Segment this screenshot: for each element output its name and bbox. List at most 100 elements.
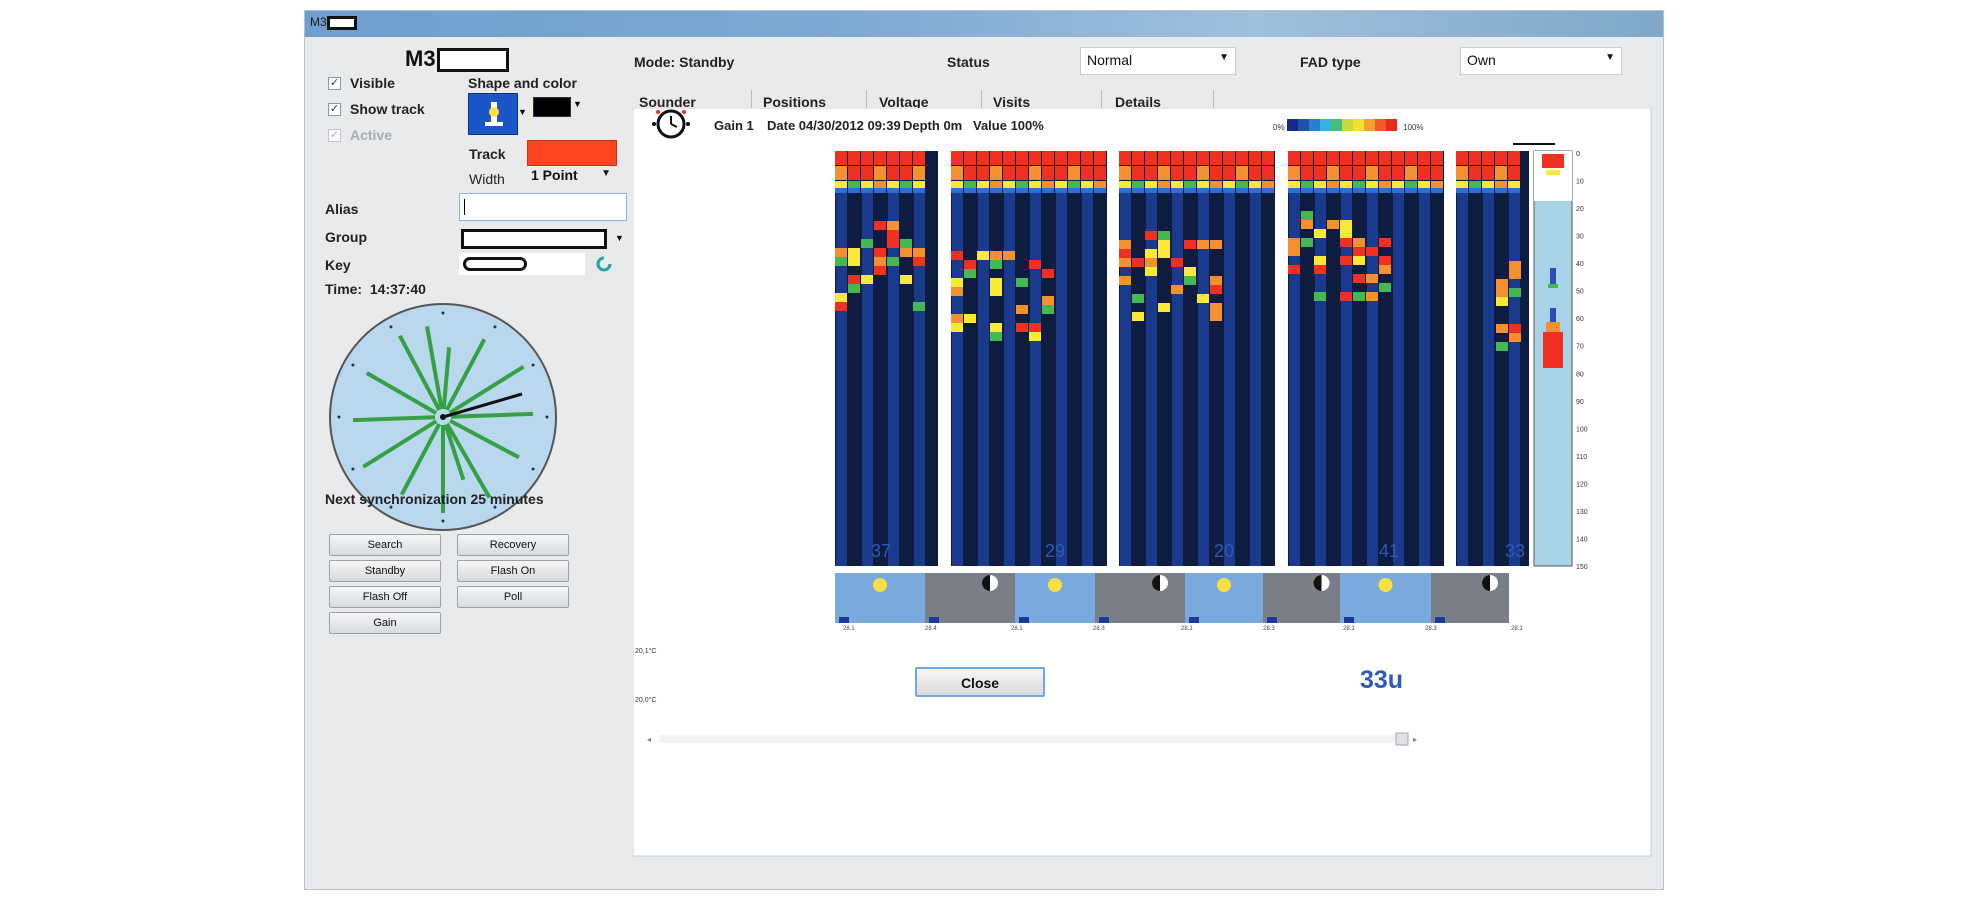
- depth-axis: 0 10 20 30 40 50 60 70 80 90 100 110 120 130 140 150: [1576, 151, 1588, 571]
- surface-cell: [977, 181, 989, 188]
- surface-cell: [951, 188, 963, 193]
- temp-marker: [1019, 617, 1029, 623]
- surface-cell: [977, 151, 989, 165]
- track-color-swatch[interactable]: [527, 140, 617, 166]
- surface-cell: [1301, 166, 1313, 180]
- surface-cell: [861, 151, 873, 165]
- echo-cell: [1145, 267, 1157, 276]
- color-scale: [1287, 119, 1397, 131]
- scroll-left-icon[interactable]: ◂: [647, 735, 651, 744]
- scale-swatch: [1331, 119, 1342, 131]
- date-tick-label: 28.1: [1011, 626, 1023, 632]
- active-checkbox[interactable]: ✓: [328, 129, 341, 142]
- echo-cell: [835, 302, 847, 311]
- flash-on-button[interactable]: Flash On: [457, 560, 569, 582]
- surface-cell: [1327, 166, 1339, 180]
- alias-input[interactable]: [459, 193, 627, 221]
- tab-details[interactable]: Details: [1115, 94, 1161, 110]
- surface-cell: [1119, 181, 1131, 188]
- standby-button[interactable]: Standby: [329, 560, 441, 582]
- echo-cell: [874, 221, 886, 230]
- day-count-label: 33: [1505, 541, 1525, 561]
- sun-icon: [873, 578, 887, 592]
- echo-cell: [1301, 238, 1313, 247]
- surface-cell: [913, 188, 925, 193]
- group-chevron-icon[interactable]: ▼: [615, 233, 624, 243]
- echo-cell: [1314, 265, 1326, 274]
- echo-cell: [1340, 238, 1352, 247]
- flash-off-button[interactable]: Flash Off: [329, 586, 441, 608]
- tab-positions[interactable]: Positions: [763, 94, 827, 110]
- scroll-thumb[interactable]: [1395, 732, 1409, 746]
- poll-button[interactable]: Poll: [457, 586, 569, 608]
- day-count-label: 37: [871, 541, 891, 561]
- scale-swatch: [1364, 119, 1375, 131]
- refresh-icon[interactable]: [595, 255, 613, 273]
- echo-cell: [1197, 240, 1209, 249]
- echo-cell: [964, 314, 976, 323]
- echo-cell: [900, 275, 912, 284]
- shape-icon-button[interactable]: [468, 93, 518, 135]
- echo-cell: [1029, 332, 1041, 341]
- search-button[interactable]: Search: [329, 534, 441, 556]
- sounder-panel: Gain 1 Date 04/30/2012 09:39 Depth 0m Va…: [633, 108, 1652, 857]
- status-dropdown[interactable]: Normal ▼: [1080, 47, 1236, 75]
- surface-cell: [1197, 188, 1209, 193]
- key-input[interactable]: [459, 253, 585, 275]
- echo-cell: [1016, 305, 1028, 314]
- key-label: Key: [325, 257, 351, 273]
- surface-cell: [1210, 166, 1222, 180]
- tab-voltage[interactable]: Voltage: [879, 94, 929, 110]
- group-dropdown[interactable]: [461, 229, 611, 249]
- surface-cell: [1184, 181, 1196, 188]
- echo-cell: [861, 275, 873, 284]
- surface-cell: [1353, 188, 1365, 193]
- echo-cell: [1158, 303, 1170, 312]
- surface-cell: [1184, 151, 1196, 165]
- surface-cell: [1314, 181, 1326, 188]
- depth-tick-label: 20: [1576, 206, 1584, 213]
- chevron-down-icon: ▼: [1219, 52, 1229, 63]
- echo-cell: [848, 248, 860, 257]
- horizontal-scrollbar[interactable]: [659, 735, 1395, 743]
- timer-icon[interactable]: [652, 108, 690, 139]
- surface-cell: [1366, 181, 1378, 188]
- echo-cell: [1132, 294, 1144, 303]
- gain-button[interactable]: Gain: [329, 612, 441, 634]
- tab-sounder[interactable]: Sounder: [639, 94, 696, 110]
- clock-tick: [351, 363, 355, 367]
- surface-cell: [1249, 188, 1261, 193]
- close-button[interactable]: Close: [915, 667, 1045, 697]
- echo-cell: [951, 287, 963, 296]
- surface-cell: [1262, 188, 1274, 193]
- surface-cell: [1431, 188, 1443, 193]
- recovery-button[interactable]: Recovery: [457, 534, 569, 556]
- surface-cell: [1288, 151, 1300, 165]
- current-echo-cell: [1546, 322, 1560, 332]
- tab-divider: [751, 90, 752, 116]
- surface-cell: [977, 188, 989, 193]
- surface-cell: [1081, 181, 1093, 188]
- mode-label-text: Mode:: [634, 54, 676, 70]
- depth-tick-label: 150: [1576, 564, 1588, 571]
- width-dropdown[interactable]: 1 Point ▼: [527, 164, 617, 189]
- surface-cell: [1508, 166, 1520, 180]
- surface-cell: [1016, 151, 1028, 165]
- echo-cell: [990, 251, 1002, 260]
- shape-chevron-icon[interactable]: ▼: [518, 107, 527, 117]
- color-swatch-button[interactable]: [533, 97, 571, 117]
- surface-cell: [1405, 166, 1417, 180]
- echo-cell: [900, 239, 912, 248]
- color-chevron-icon[interactable]: ▼: [573, 99, 582, 109]
- visible-checkbox[interactable]: ✓: [328, 77, 341, 90]
- surface-cell: [1236, 151, 1248, 165]
- buoy-icon: [485, 102, 503, 126]
- tab-visits[interactable]: Visits: [993, 94, 1031, 110]
- scroll-right-icon[interactable]: ▸: [1413, 735, 1417, 744]
- surface-cell: [1016, 188, 1028, 193]
- depth-tick-label: 60: [1576, 316, 1584, 323]
- echo-cell: [990, 278, 1002, 287]
- depth-tick-label: 140: [1576, 536, 1588, 543]
- show-track-checkbox[interactable]: ✓: [328, 103, 341, 116]
- fad-type-dropdown[interactable]: Own ▼: [1460, 47, 1622, 75]
